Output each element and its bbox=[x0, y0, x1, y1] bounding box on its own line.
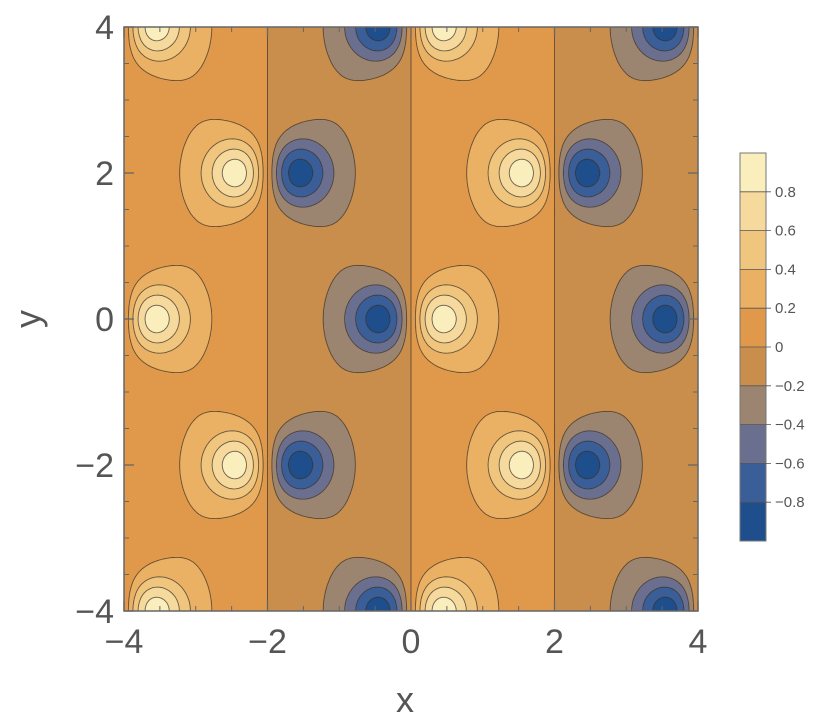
x-tick-label: 4 bbox=[689, 623, 708, 661]
x-tick-label: −4 bbox=[105, 623, 144, 661]
legend-tick-label: 0.6 bbox=[775, 223, 796, 240]
legend-swatch bbox=[740, 153, 766, 192]
y-tick-label: 2 bbox=[95, 155, 114, 193]
legend-tick-label: −0.8 bbox=[775, 494, 805, 511]
x-tick-label: 0 bbox=[402, 623, 421, 661]
y-tick-label: 0 bbox=[95, 301, 114, 339]
legend-tick-label: −0.4 bbox=[775, 417, 805, 434]
y-tick-label: 4 bbox=[95, 9, 114, 47]
legend-swatch bbox=[740, 230, 766, 270]
y-axis-title: y bbox=[7, 310, 48, 328]
legend-tick-label: −0.2 bbox=[775, 378, 805, 395]
legend-tick-label: 0 bbox=[775, 339, 783, 356]
x-tick-label: −2 bbox=[248, 623, 287, 661]
legend-tick-label: 0.2 bbox=[775, 300, 796, 317]
contour-line bbox=[144, 26, 534, 612]
legend-tick-label: −0.6 bbox=[775, 455, 805, 472]
legend-swatch bbox=[740, 502, 766, 541]
legend-swatch bbox=[740, 347, 766, 386]
legend-swatch bbox=[740, 463, 766, 503]
contour-line bbox=[281, 26, 685, 612]
legend-swatch bbox=[740, 269, 766, 309]
color-legend: 0.8 0.6 0.4 0.2 0 −0.2 −0.4 −0.6 −0.8 bbox=[739, 152, 805, 542]
y-axis: −4 −2 0 2 4 bbox=[75, 9, 698, 631]
x-tick-label: 2 bbox=[545, 623, 564, 661]
contour-line bbox=[127, 27, 551, 611]
legend-swatch bbox=[740, 308, 766, 347]
x-axis: −4 −2 0 2 4 bbox=[105, 27, 708, 661]
legend-tick-label: 0.8 bbox=[775, 184, 796, 201]
contour-plot-area bbox=[124, 26, 698, 612]
contour-line bbox=[288, 26, 678, 612]
y-tick-label: −4 bbox=[75, 593, 114, 631]
x-axis-title: x bbox=[396, 679, 414, 720]
legend-swatch bbox=[740, 385, 766, 425]
legend-swatch bbox=[740, 191, 766, 231]
y-tick-label: −2 bbox=[75, 447, 114, 485]
legend-swatch bbox=[740, 424, 766, 464]
legend-tick-label: 0.4 bbox=[775, 261, 796, 278]
contour-line bbox=[275, 26, 690, 612]
contour-line bbox=[137, 26, 541, 612]
contour-line bbox=[271, 27, 695, 611]
contour-line bbox=[132, 26, 547, 612]
